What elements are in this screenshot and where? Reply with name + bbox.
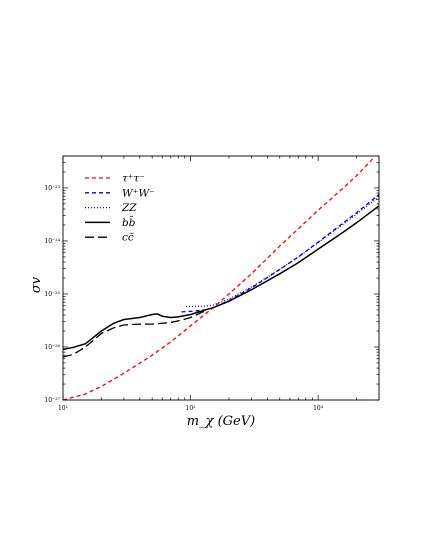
series-line-2 — [185, 196, 379, 308]
x-tick-label: 10² — [186, 405, 197, 412]
y-tick-label: 10⁻²⁶ — [44, 344, 60, 351]
x-tick-label: 10³ — [313, 405, 324, 412]
series-line-0 — [63, 157, 374, 400]
y-tick-label: 10⁻²³ — [44, 185, 60, 192]
x-tick-label: 10¹ — [58, 405, 68, 412]
series-layer — [63, 157, 379, 400]
label-layer: 10¹ 10² 10³ 10⁻²⁷ 10⁻²⁶ 10⁻²⁵ 10⁻²⁴ 10⁻²³ — [44, 185, 323, 412]
y-tick-label: 10⁻²⁵ — [44, 291, 60, 298]
x-axis-label: m_χ (GeV) — [187, 414, 255, 429]
plot-frame — [62, 155, 380, 401]
legend-label-1: W⁺W⁻ — [122, 187, 155, 199]
tick-layer — [62, 155, 380, 401]
legend: τ⁺τ⁻ W⁺W⁻ ZZ bb̄ cc̄ — [85, 173, 155, 244]
y-tick-label: 10⁻²⁴ — [44, 238, 60, 245]
legend-label-4: cc̄ — [122, 232, 134, 244]
series-line-4 — [63, 310, 206, 358]
series-line-3 — [63, 205, 379, 351]
y-axis-label: σv — [29, 276, 44, 293]
legend-label-0: τ⁺τ⁻ — [122, 173, 145, 185]
y-tick-label: 10⁻²⁷ — [44, 397, 60, 404]
legend-label-3: bb̄ — [122, 216, 136, 229]
series-line-1 — [181, 194, 379, 313]
legend-label-2: ZZ — [121, 202, 137, 214]
